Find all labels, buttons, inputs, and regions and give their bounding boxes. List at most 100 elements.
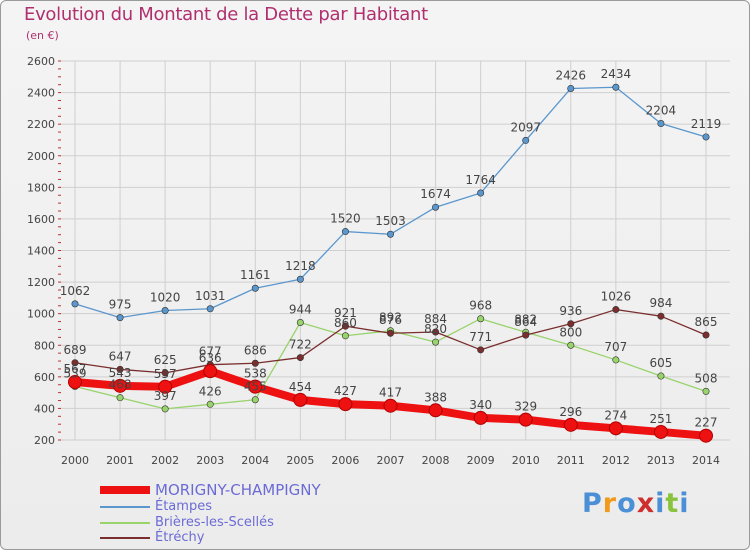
data-label-brieres-les-scelles-2008: 820 bbox=[424, 322, 447, 336]
data-point-etrechy-2007 bbox=[386, 329, 394, 337]
data-point-brieres-les-scelles-2011 bbox=[567, 341, 575, 349]
x-tick-label-2002: 2002 bbox=[151, 454, 179, 467]
data-point-brieres-les-scelles-2001 bbox=[116, 394, 124, 402]
data-point-etampes-2000 bbox=[71, 300, 79, 308]
data-point-etampes-2004 bbox=[251, 284, 259, 292]
data-point-morigny-champigny-2010 bbox=[518, 412, 533, 427]
proxiti-logo: Proxiti bbox=[582, 488, 690, 519]
x-tick-label-2008: 2008 bbox=[422, 454, 450, 467]
data-point-etrechy-2000 bbox=[71, 359, 79, 367]
data-point-etrechy-2010 bbox=[522, 331, 530, 339]
data-point-morigny-champigny-2004 bbox=[248, 379, 263, 394]
data-label-etampes-2005: 1218 bbox=[285, 259, 316, 273]
logo-letter: i bbox=[679, 488, 690, 519]
data-point-etampes-2014 bbox=[702, 133, 710, 141]
y-tick-label-2000: 2000 bbox=[27, 150, 55, 163]
data-label-morigny-champigny-2010: 329 bbox=[514, 400, 537, 414]
data-label-etrechy-2005: 722 bbox=[289, 338, 312, 352]
data-point-etampes-2011 bbox=[567, 84, 575, 92]
data-label-brieres-les-scelles-2014: 508 bbox=[695, 371, 718, 385]
data-point-etrechy-2006 bbox=[341, 322, 349, 330]
data-point-etrechy-2004 bbox=[251, 359, 259, 367]
x-tick-label-2014: 2014 bbox=[692, 454, 720, 467]
data-point-etrechy-2014 bbox=[702, 331, 710, 339]
data-point-etampes-2005 bbox=[296, 275, 304, 283]
y-tick-label-1600: 1600 bbox=[27, 213, 55, 226]
x-tick-label-2004: 2004 bbox=[241, 454, 269, 467]
data-label-brieres-les-scelles-2010: 882 bbox=[514, 312, 537, 326]
data-label-etampes-2007: 1503 bbox=[375, 214, 406, 228]
data-label-brieres-les-scelles-2003: 426 bbox=[199, 384, 222, 398]
data-point-morigny-champigny-2011 bbox=[563, 417, 578, 432]
data-point-morigny-champigny-2006 bbox=[338, 397, 353, 412]
data-point-etampes-2008 bbox=[432, 203, 440, 211]
logo-letter: i bbox=[655, 488, 666, 519]
data-label-etrechy-2011: 936 bbox=[559, 304, 582, 318]
legend-label-morigny-champigny: MORIGNY-CHAMPIGNY bbox=[155, 481, 321, 499]
data-label-etampes-2000: 1062 bbox=[60, 284, 91, 298]
data-label-etampes-2012: 2434 bbox=[601, 67, 632, 81]
data-label-brieres-les-scelles-2004: 455 bbox=[244, 380, 267, 394]
data-point-brieres-les-scelles-2005 bbox=[296, 319, 304, 327]
data-label-brieres-les-scelles-2009: 968 bbox=[469, 299, 492, 313]
data-label-brieres-les-scelles-2002: 397 bbox=[154, 389, 177, 403]
data-label-etampes-2001: 975 bbox=[109, 298, 132, 312]
data-point-etrechy-2005 bbox=[296, 354, 304, 362]
data-label-morigny-champigny-2005: 454 bbox=[289, 380, 312, 394]
data-label-morigny-champigny-2000: 567 bbox=[64, 362, 87, 376]
data-point-brieres-les-scelles-2014 bbox=[702, 387, 710, 395]
x-tick-label-2010: 2010 bbox=[512, 454, 540, 467]
data-point-morigny-champigny-2002 bbox=[158, 379, 173, 394]
x-tick-label-2007: 2007 bbox=[377, 454, 405, 467]
data-label-brieres-les-scelles-2012: 707 bbox=[604, 340, 627, 354]
logo-letter: t bbox=[665, 488, 680, 519]
y-tick-label-200: 200 bbox=[34, 434, 55, 447]
data-label-etampes-2006: 1520 bbox=[330, 212, 361, 226]
data-point-etampes-2012 bbox=[612, 83, 620, 91]
data-point-etrechy-2001 bbox=[116, 365, 124, 373]
legend-label-etrechy: Étréchy bbox=[155, 530, 205, 545]
data-label-brieres-les-scelles-2005: 944 bbox=[289, 303, 312, 317]
legend-swatch-etampes bbox=[100, 506, 150, 508]
data-point-brieres-les-scelles-2004 bbox=[251, 396, 259, 404]
data-label-morigny-champigny-2006: 427 bbox=[334, 384, 357, 398]
data-point-morigny-champigny-2013 bbox=[653, 424, 668, 439]
logo-letter: P bbox=[582, 488, 603, 519]
x-tick-label-2009: 2009 bbox=[467, 454, 495, 467]
data-label-brieres-les-scelles-2006: 860 bbox=[334, 316, 357, 330]
y-tick-label-2600: 2600 bbox=[27, 55, 55, 68]
data-point-brieres-les-scelles-2013 bbox=[657, 372, 665, 380]
data-label-etrechy-2001: 647 bbox=[109, 349, 132, 363]
y-tick-label-400: 400 bbox=[34, 402, 55, 415]
data-point-etrechy-2012 bbox=[612, 306, 620, 314]
data-point-etampes-2010 bbox=[522, 136, 530, 144]
data-label-morigny-champigny-2004: 538 bbox=[244, 367, 267, 381]
y-tick-label-2200: 2200 bbox=[27, 118, 55, 131]
logo-letter: x bbox=[636, 488, 656, 519]
data-label-etrechy-2003: 677 bbox=[199, 345, 222, 359]
data-label-brieres-les-scelles-2001: 468 bbox=[109, 378, 132, 392]
data-point-morigny-champigny-2000 bbox=[68, 375, 82, 390]
data-label-etampes-2004: 1161 bbox=[240, 268, 271, 282]
data-point-etrechy-2009 bbox=[477, 346, 485, 354]
data-label-morigny-champigny-2011: 296 bbox=[559, 405, 582, 419]
data-point-etampes-2006 bbox=[341, 228, 349, 236]
data-label-etampes-2009: 1764 bbox=[465, 173, 496, 187]
y-tick-label-1200: 1200 bbox=[27, 276, 55, 289]
data-label-etrechy-2007: 876 bbox=[379, 313, 402, 327]
data-point-morigny-champigny-2012 bbox=[608, 421, 623, 436]
data-label-etampes-2003: 1031 bbox=[195, 289, 226, 303]
data-point-etampes-2003 bbox=[206, 305, 214, 313]
y-tick-label-2400: 2400 bbox=[27, 87, 55, 100]
data-point-etrechy-2002 bbox=[161, 369, 169, 377]
data-point-brieres-les-scelles-2012 bbox=[612, 356, 620, 364]
data-point-morigny-champigny-2008 bbox=[428, 403, 443, 418]
data-point-brieres-les-scelles-2002 bbox=[161, 405, 169, 413]
data-label-etrechy-2013: 984 bbox=[649, 296, 672, 310]
data-label-etrechy-2002: 625 bbox=[154, 353, 177, 367]
data-label-etampes-2002: 1020 bbox=[150, 291, 181, 305]
x-tick-label-2013: 2013 bbox=[647, 454, 675, 467]
data-label-etrechy-2010: 864 bbox=[514, 315, 537, 329]
